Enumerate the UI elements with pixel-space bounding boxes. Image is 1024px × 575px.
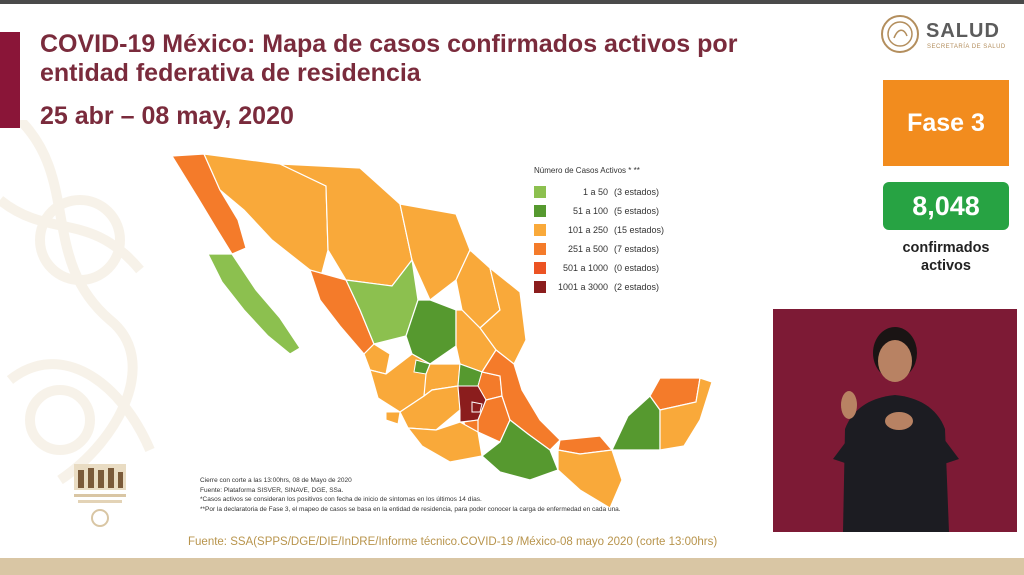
legend-swatch <box>534 223 546 236</box>
legend-count: (2 estados) <box>614 281 660 292</box>
note-line: *Casos activos se consideran los positiv… <box>200 496 482 503</box>
state-colima <box>385 411 401 425</box>
state-guerrero <box>406 421 483 463</box>
page-title: COVID-19 México: Mapa de casos confirmad… <box>40 30 738 87</box>
legend-title: Número de Casos Activos * ** <box>534 166 640 175</box>
legend-item: 1001 a 3000 (2 estados) <box>534 277 734 296</box>
top-frame-bar <box>0 0 1024 4</box>
legend-count: (7 estados) <box>614 243 660 254</box>
legend-item: 501 a 1000 (0 estados) <box>534 258 734 277</box>
legend-count: (15 estados) <box>614 224 665 235</box>
legend-range: 1 a 50 <box>582 186 608 197</box>
legend-swatch <box>534 280 546 293</box>
legend-swatch <box>534 242 546 255</box>
legend-range: 501 a 1000 <box>562 262 608 273</box>
logo-subtitle: SECRETARÍA DE SALUD <box>927 44 1006 50</box>
bottom-band <box>0 558 1024 575</box>
phase-badge: Fase 3 <box>883 80 1009 166</box>
note-line: Cierre con corte a las 13:00hrs, 08 de M… <box>200 477 352 484</box>
state-quintana-roo <box>659 377 713 451</box>
background-ornament <box>0 120 155 485</box>
legend-count: (5 estados) <box>614 205 660 216</box>
legend-item: 101 a 250 (15 estados) <box>534 220 734 239</box>
legend-range: 251 a 500 <box>567 243 608 254</box>
source-citation: Fuente: SSA(SPPS/DGE/DIE/InDRE/Informe t… <box>188 536 718 548</box>
map-legend: Número de Casos Activos * ** 1 a 50 (3 e… <box>534 166 734 296</box>
legend-swatch <box>534 204 546 217</box>
state-chiapas <box>557 449 623 509</box>
active-cases-count: 8,048 <box>883 182 1009 230</box>
map-notes: Cierre con corte a las 13:00hrs, 08 de M… <box>200 476 760 514</box>
active-cases-label: confirmados activos <box>902 240 990 274</box>
date-range: 25 abr – 08 may, 2020 <box>40 102 294 130</box>
sign-language-video <box>773 309 1017 532</box>
state-campeche <box>611 395 661 451</box>
state-cdmx <box>471 401 483 413</box>
government-emblem-icon <box>74 464 126 527</box>
header-accent-bar <box>0 32 20 128</box>
state-baja-california-sur <box>207 253 301 355</box>
note-line: Fuente: Plataforma SISVER, SINAVE, DGE, … <box>200 486 344 494</box>
legend-swatch <box>534 185 546 198</box>
legend-range: 51 a 100 <box>572 205 608 216</box>
salud-logo: SALUD SECRETARÍA DE SALUD <box>880 14 1010 58</box>
legend-item: 51 a 100 (5 estados) <box>534 201 734 220</box>
national-seal-icon <box>881 15 919 53</box>
legend-count: (3 estados) <box>614 186 660 197</box>
interpreter-icon <box>773 309 1017 532</box>
logo-name: SALUD <box>926 20 1000 42</box>
state-nayarit <box>363 343 391 375</box>
state-oaxaca <box>481 419 559 481</box>
legend-count: (0 estados) <box>614 262 660 273</box>
legend-range: 1001 a 3000 <box>557 281 608 292</box>
legend-swatch <box>534 261 546 274</box>
legend-range: 101 a 250 <box>567 224 608 235</box>
note-line: **Por la declaratoria de Fase 3, el mape… <box>200 505 621 513</box>
legend-item: 251 a 500 (7 estados) <box>534 239 734 258</box>
legend-item: 1 a 50 (3 estados) <box>534 182 734 201</box>
mexico-states-map <box>170 153 713 509</box>
